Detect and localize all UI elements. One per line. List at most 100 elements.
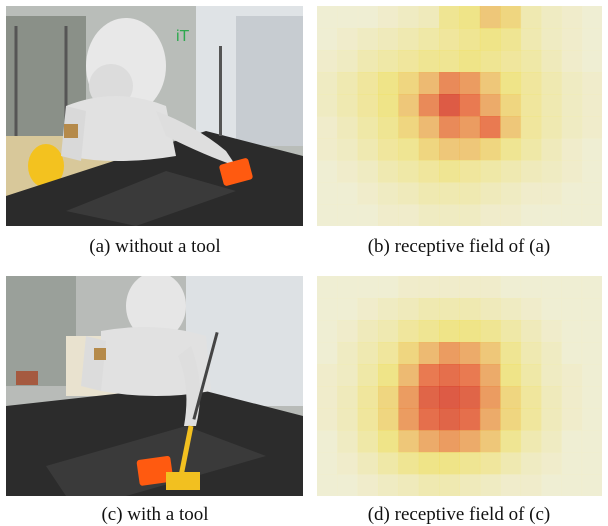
heatmap-d-cell [378,320,399,343]
heatmap-d-cell [540,452,562,475]
heatmap-b-cell [581,28,602,51]
heatmap-d-cell [479,386,501,409]
heatmap-b-cell [378,6,399,29]
heatmap-d-cell [520,276,542,299]
heatmap-d-cell [581,276,602,299]
heatmap-b-cell [459,94,481,117]
svg-text:iT: iT [176,28,190,45]
heatmap-b-cell [540,6,562,29]
heatmap-b-cell [540,116,562,139]
heatmap-d-cell [317,320,338,343]
heatmap-b-cell [378,182,399,205]
heatmap-b-cell [337,94,359,117]
heatmap-b-cell [540,50,562,73]
heatmap-b-cell [378,138,399,161]
heatmap-b-cell [479,28,501,51]
heatmap-b-cell [439,116,460,139]
heatmap-d-cell [317,386,338,409]
heatmap-b-cell [317,6,338,29]
heatmap-d-cell [398,298,420,321]
heatmap-d-cell [337,408,359,431]
heatmap-d-cell [540,408,562,431]
heatmap-b-receptive-field [317,6,602,226]
heatmap-b-cell [500,182,522,205]
heatmap-b-cell [439,138,460,161]
heatmap-b-cell [439,204,460,226]
heatmap-d-cell [561,386,583,409]
heatmap-d-cell [418,452,440,475]
heatmap-d-cell [459,386,481,409]
heatmap-b-cell [540,182,562,205]
heatmap-d-cell [439,430,460,453]
heatmap-d-cell [357,320,379,343]
heatmap-b-cell [398,94,420,117]
heatmap-b-cell [540,160,562,183]
heatmap-b-cell [439,94,460,117]
heatmap-b-cell [439,72,460,95]
heatmap-d-cell [459,298,481,321]
heatmap-b-cell [317,138,338,161]
heatmap-b-cell [459,6,481,29]
heatmap-b-cell [357,138,379,161]
heatmap-b-cell [337,160,359,183]
heatmap-d-cell [398,408,420,431]
heatmap-d-cell [561,452,583,475]
heatmap-d-cell [500,474,522,496]
heatmap-d-cell [418,430,440,453]
heatmap-d-cell [479,364,501,387]
heatmap-b-cell [378,160,399,183]
heatmap-b-cell [540,28,562,51]
heatmap-b-cell [418,50,440,73]
heatmap-d-cell [540,474,562,496]
heatmap-d-cell [459,342,481,365]
heatmap-d-cell [540,276,562,299]
heatmap-d-cell [398,364,420,387]
heatmap-d-cell [439,276,460,299]
heatmap-d-cell [581,474,602,496]
heatmap-d-cell [500,342,522,365]
heatmap-d-cell [337,298,359,321]
heatmap-b-cell [581,116,602,139]
heatmap-d-cell [520,474,542,496]
heatmap-b-cell [418,94,440,117]
heatmap-d-cell [459,408,481,431]
heatmap-d-cell [357,452,379,475]
heatmap-d-cell [357,430,379,453]
heatmap-d-cell [317,408,338,431]
heatmap-d-cell [418,364,440,387]
heatmap-d-cell [317,298,338,321]
heatmap-b-cell [439,160,460,183]
heatmap-d-cell [479,452,501,475]
heatmap-b-cell [378,94,399,117]
heatmap-b-cell [459,50,481,73]
heatmap-b-cell [337,50,359,73]
heatmap-d-cell [581,342,602,365]
caption-c: (c) with a tool [101,504,209,525]
heatmap-b-cell [439,6,460,29]
heatmap-d-cell [378,298,399,321]
heatmap-d-cell [520,320,542,343]
heatmap-b-cell [357,28,379,51]
heatmap-b-cell [479,50,501,73]
heatmap-d-cell [357,474,379,496]
heatmap-b-cell [357,160,379,183]
heatmap-d-cell [520,408,542,431]
heatmap-b-cell [398,138,420,161]
heatmap-b-cell [479,160,501,183]
heatmap-d-cell [357,298,379,321]
heatmap-d-cell [500,452,522,475]
heatmap-b-cell [479,138,501,161]
heatmap-b-cell [581,138,602,161]
heatmap-b-cell [500,116,522,139]
heatmap-b-cell [418,204,440,226]
heatmap-b-cell [398,28,420,51]
heatmap-d-cell [459,474,481,496]
heatmap-b-cell [337,182,359,205]
heatmap-d-cell [581,430,602,453]
heatmap-b-cell [540,94,562,117]
heatmap-d-cell [418,298,440,321]
caption-a: (a) without a tool [89,236,221,257]
heatmap-d-cell [479,430,501,453]
heatmap-b-cell [581,6,602,29]
heatmap-b-cell [317,182,338,205]
